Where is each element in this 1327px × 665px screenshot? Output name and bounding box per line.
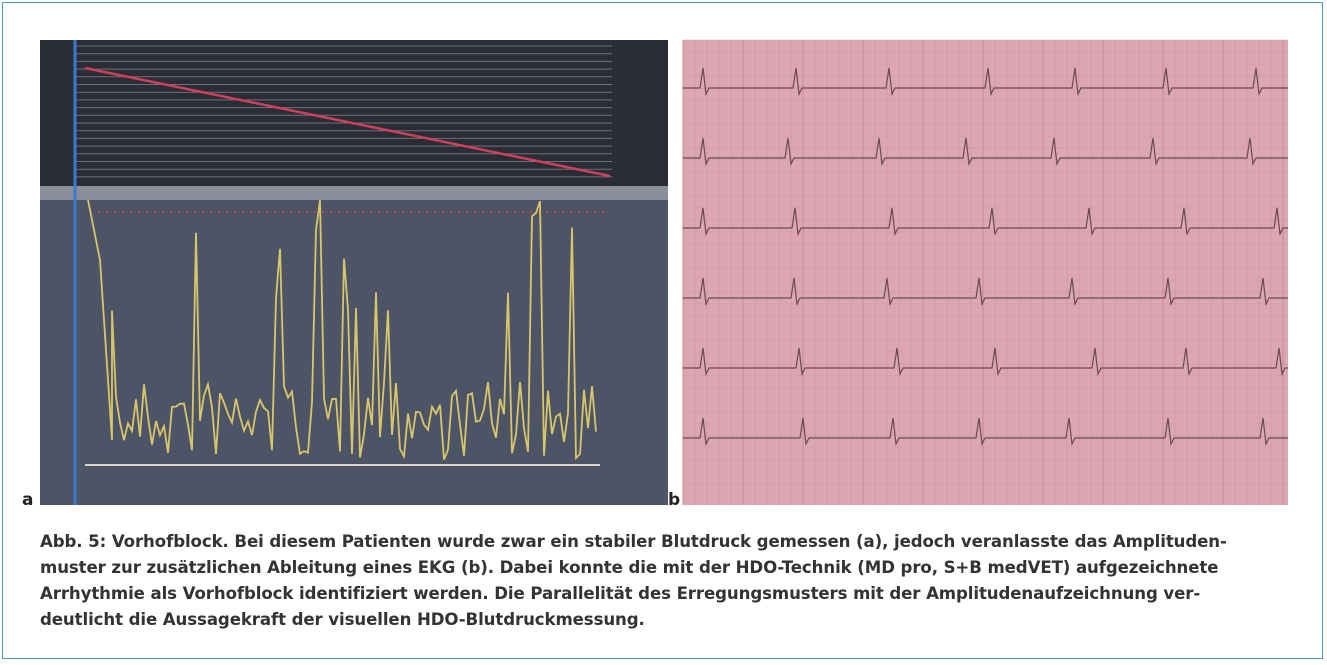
photo-a xyxy=(40,40,668,505)
ecg-trace xyxy=(683,137,1288,167)
panel-label: b xyxy=(668,490,680,510)
caption-line: muster zur zusätzlichen Ableitung eines … xyxy=(40,558,1219,577)
figure-images: a b xyxy=(22,39,1288,510)
photo-b xyxy=(682,39,1288,505)
caption-line: Arrhythmie als Vorhofblock identifiziert… xyxy=(40,584,1201,603)
ecg-trace xyxy=(683,277,1288,307)
ecg-paper xyxy=(683,40,1288,505)
monitor-bar xyxy=(40,186,668,200)
ecg-trace xyxy=(683,417,1288,447)
panel-label: a xyxy=(22,490,33,510)
pressure-trend xyxy=(84,66,611,178)
amplitude-trace xyxy=(87,199,597,460)
caption-line: Abb. 5: Vorhofblock. Bei diesem Patiente… xyxy=(40,532,1227,551)
ecg-trace xyxy=(683,67,1288,97)
caption-line: deutlicht die Aussagekraft der visuellen… xyxy=(40,610,645,629)
ecg-trace xyxy=(683,207,1288,237)
ecg-trace xyxy=(683,347,1288,377)
